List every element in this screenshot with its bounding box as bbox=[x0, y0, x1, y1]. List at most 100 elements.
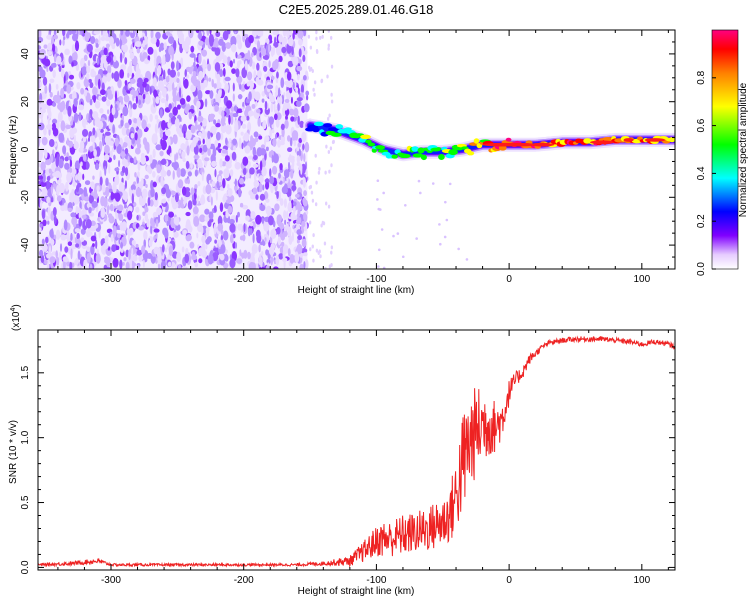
noise-blob bbox=[174, 96, 177, 108]
noise-blob bbox=[265, 181, 270, 190]
noise-blob bbox=[261, 251, 264, 256]
noise-blob bbox=[132, 103, 137, 110]
noise-blob bbox=[130, 30, 136, 39]
ridge-blob bbox=[327, 127, 339, 132]
noise-blob bbox=[50, 184, 54, 195]
ridge-scatter bbox=[443, 235, 447, 239]
noise-blob bbox=[202, 185, 207, 195]
noise-blob bbox=[223, 168, 230, 179]
noise-blob bbox=[268, 60, 271, 68]
noise-blob bbox=[264, 100, 268, 111]
noise-blob bbox=[276, 191, 279, 200]
noise-blob bbox=[70, 193, 75, 203]
noise-blob bbox=[109, 150, 113, 159]
noise-blob bbox=[101, 82, 105, 92]
noise-blob bbox=[91, 200, 98, 208]
noise-blob bbox=[172, 106, 178, 116]
noise-blob bbox=[296, 201, 301, 209]
noise-blob bbox=[200, 129, 206, 140]
noise-blob bbox=[242, 167, 247, 176]
noise-blob bbox=[89, 226, 96, 232]
noise-blob bbox=[123, 94, 130, 103]
noise-blob bbox=[38, 66, 43, 72]
noise-blob bbox=[160, 260, 166, 269]
noise-blob bbox=[204, 157, 210, 162]
noise-blob bbox=[255, 194, 259, 200]
ridge-blob bbox=[335, 124, 344, 129]
noise-blob bbox=[185, 247, 189, 255]
noise-blob bbox=[292, 56, 299, 66]
noise-blob bbox=[296, 243, 303, 255]
noise-scatter bbox=[315, 30, 318, 35]
noise-blob bbox=[152, 148, 156, 159]
noise-blob bbox=[210, 160, 217, 168]
noise-blob bbox=[232, 138, 238, 146]
noise-blob bbox=[55, 250, 58, 259]
ridge-blob bbox=[367, 142, 376, 147]
noise-blob bbox=[187, 171, 192, 177]
noise-blob bbox=[242, 234, 246, 242]
ridge-scatter bbox=[444, 200, 447, 204]
noise-blob bbox=[228, 218, 235, 225]
noise-blob bbox=[60, 234, 67, 241]
noise-blob bbox=[165, 188, 172, 199]
noise-blob bbox=[62, 145, 67, 155]
noise-blob bbox=[201, 235, 206, 244]
ridge-blob bbox=[375, 145, 386, 150]
noise-blob bbox=[113, 70, 120, 82]
noise-blob bbox=[52, 101, 57, 107]
noise-blob bbox=[248, 91, 252, 102]
noise-blob bbox=[38, 162, 41, 168]
noise-blob bbox=[161, 198, 167, 204]
noise-blob bbox=[129, 157, 135, 164]
noise-blob bbox=[211, 99, 214, 105]
noise-blob bbox=[137, 142, 142, 150]
noise-blob bbox=[71, 62, 74, 67]
noise-blob bbox=[235, 214, 238, 223]
noise-blob bbox=[269, 127, 272, 139]
noise-blob bbox=[168, 36, 175, 45]
noise-blob bbox=[88, 78, 92, 83]
noise-blob bbox=[241, 142, 244, 150]
noise-scatter bbox=[330, 245, 334, 250]
noise-blob bbox=[263, 65, 268, 72]
noise-blob bbox=[46, 196, 51, 204]
svg-text:(x104): (x104) bbox=[10, 304, 22, 331]
noise-blob bbox=[122, 261, 125, 266]
noise-blob bbox=[219, 202, 224, 213]
noise-blob bbox=[58, 182, 65, 194]
noise-blob bbox=[249, 222, 254, 227]
noise-blob bbox=[212, 147, 217, 158]
noise-blob bbox=[226, 30, 231, 35]
noise-blob bbox=[205, 184, 212, 195]
noise-blob bbox=[101, 96, 107, 102]
noise-blob bbox=[167, 261, 172, 267]
noise-blob bbox=[95, 253, 101, 264]
noise-blob bbox=[216, 73, 221, 84]
snr-scale-label: (x104) bbox=[10, 304, 22, 331]
ridge-scatter bbox=[415, 237, 418, 240]
noise-blob bbox=[48, 83, 52, 94]
y-tick-label: 1.5 bbox=[20, 365, 31, 379]
noise-blob bbox=[262, 54, 269, 60]
noise-blob bbox=[129, 78, 136, 84]
noise-blob bbox=[149, 113, 153, 122]
noise-blob bbox=[58, 158, 64, 169]
noise-blob bbox=[75, 205, 79, 215]
ridge-scatter bbox=[457, 247, 460, 251]
noise-blob bbox=[88, 206, 92, 214]
noise-blob bbox=[156, 164, 162, 174]
noise-blob bbox=[83, 77, 90, 88]
y-tick-label: 0.5 bbox=[20, 495, 31, 509]
noise-blob bbox=[43, 251, 46, 257]
noise-blob bbox=[141, 119, 147, 130]
noise-blob bbox=[49, 78, 55, 84]
noise-blob bbox=[63, 74, 66, 84]
noise-blob bbox=[155, 96, 160, 104]
colorbar-label: Normalized spectral amplitude bbox=[738, 82, 749, 217]
noise-blob bbox=[244, 145, 251, 154]
noise-blob bbox=[256, 108, 261, 114]
noise-blob bbox=[157, 263, 161, 269]
noise-blob bbox=[298, 38, 303, 46]
noise-blob bbox=[112, 258, 119, 268]
